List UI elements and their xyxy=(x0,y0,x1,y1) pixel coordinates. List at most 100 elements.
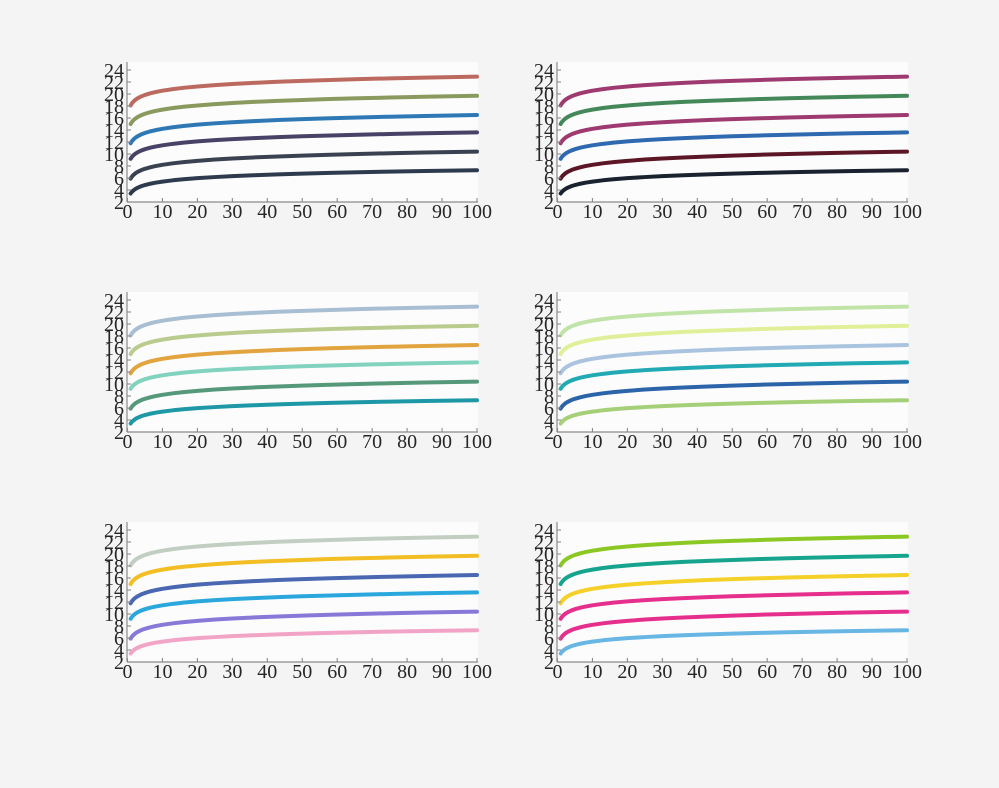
x-tick-label: 40 xyxy=(257,661,277,683)
x-tick-label: 20 xyxy=(187,431,207,453)
curve-line-6 xyxy=(558,398,909,426)
y-tick-label: 8 xyxy=(544,156,554,178)
curve-line-5 xyxy=(128,149,479,181)
x-tick-label: 70 xyxy=(362,661,382,683)
y-tick-label: 22 xyxy=(104,72,124,94)
subplot-top-left: 0 10 20 30 40 50 60 70 80 90 100 2 4 6 8 10 12 14 16 18 20 22… xyxy=(95,55,500,230)
y-tick-label: 8 xyxy=(114,616,124,638)
x-tick-label: 40 xyxy=(257,431,277,453)
x-tick-label: 60 xyxy=(327,661,347,683)
subplot-middle-right: 0 10 20 30 40 50 60 70 80 90 100 2 4 6 8 10 12 14 16 18 20 22… xyxy=(525,285,930,460)
y-tick-label: 2 xyxy=(114,422,124,444)
curve-line-3 xyxy=(558,573,909,606)
y-tick-label: 16 xyxy=(104,338,124,360)
x-tick-label: 50 xyxy=(722,661,742,683)
x-tick-label: 30 xyxy=(652,661,672,683)
curve-line-1 xyxy=(128,304,479,338)
line-chart-top-left: 0 10 20 30 40 50 60 70 80 90 100246810121416182022… xyxy=(104,60,492,223)
x-tick-label: 70 xyxy=(362,431,382,453)
y-tick-label: 24 xyxy=(534,290,554,312)
y-tick-label: 10 xyxy=(534,144,554,166)
y-tick-label: 20 xyxy=(534,84,554,106)
curve-line-1 xyxy=(128,534,479,568)
curve-line-2 xyxy=(558,93,909,127)
x-tick-label: 20 xyxy=(617,431,637,453)
y-tick-label: 2 xyxy=(114,192,124,214)
curve-line-3 xyxy=(128,573,479,606)
curve-line-3 xyxy=(128,113,479,146)
curve-line-3 xyxy=(128,343,479,376)
x-tick-label: 0 xyxy=(553,201,563,223)
y-tick-label: 10 xyxy=(104,374,124,396)
curve-line-3 xyxy=(558,343,909,376)
y-tick-label: 16 xyxy=(104,568,124,590)
curve-line-5 xyxy=(558,379,909,411)
y-tick-label: 24 xyxy=(104,60,124,82)
y-tick-label: 12 xyxy=(534,592,554,614)
y-tick-label: 22 xyxy=(534,532,554,554)
y-tick-label: 14 xyxy=(534,120,554,142)
x-tick-label: 10 xyxy=(582,431,602,453)
y-tick-label: 22 xyxy=(534,302,554,324)
curve-line-6 xyxy=(558,628,909,656)
x-tick-label: 90 xyxy=(432,431,452,453)
subplot-middle-left: 0 10 20 30 40 50 60 70 80 90 100 2 4 6 8 10 12 14 16 18 20 22… xyxy=(95,285,500,460)
y-tick-label: 22 xyxy=(534,72,554,94)
curve-line-4 xyxy=(558,130,909,161)
curve-line-2 xyxy=(128,93,479,127)
y-tick-label: 24 xyxy=(104,520,124,542)
x-tick-label: 50 xyxy=(722,201,742,223)
x-tick-label: 90 xyxy=(862,431,882,453)
y-tick-label: 10 xyxy=(534,604,554,626)
line-chart-top-right: 0 10 20 30 40 50 60 70 80 90 100246810121416182022… xyxy=(534,60,922,223)
y-tick-label: 6 xyxy=(544,398,554,420)
x-tick-label: 100 xyxy=(892,431,922,453)
x-tick-label: 100 xyxy=(462,661,492,683)
subplot-bottom-right: 0 10 20 30 40 50 60 70 80 90 100 2 4 6 8 10 12 14 16 18 20 22… xyxy=(525,515,930,690)
x-tick-label: 60 xyxy=(327,201,347,223)
x-tick-label: 0 xyxy=(123,201,133,223)
curve-line-2 xyxy=(558,553,909,587)
x-tick-label: 40 xyxy=(687,661,707,683)
y-tick-label: 16 xyxy=(534,338,554,360)
y-tick-label: 2 xyxy=(544,192,554,214)
curve-line-5 xyxy=(558,609,909,641)
curve-line-5 xyxy=(558,149,909,181)
y-tick-label: 6 xyxy=(114,168,124,190)
y-tick-label: 24 xyxy=(534,60,554,82)
x-tick-label: 80 xyxy=(397,661,417,683)
line-chart-bottom-right: 0 10 20 30 40 50 60 70 80 90 100246810121416182022… xyxy=(534,520,922,683)
y-tick-label: 18 xyxy=(104,326,124,348)
y-tick-label: 24 xyxy=(104,290,124,312)
x-tick-label: 50 xyxy=(292,201,312,223)
y-tick-label: 8 xyxy=(114,156,124,178)
y-tick-label: 18 xyxy=(534,556,554,578)
y-tick-label: 22 xyxy=(104,302,124,324)
x-tick-label: 0 xyxy=(553,661,563,683)
y-tick-label: 20 xyxy=(104,84,124,106)
y-tick-label: 14 xyxy=(104,120,124,142)
curve-line-3 xyxy=(558,113,909,146)
y-tick-label: 2 xyxy=(544,652,554,674)
y-tick-label: 8 xyxy=(544,616,554,638)
y-tick-label: 6 xyxy=(114,398,124,420)
curve-line-2 xyxy=(558,323,909,357)
x-tick-label: 0 xyxy=(123,661,133,683)
x-tick-label: 50 xyxy=(722,431,742,453)
y-tick-label: 8 xyxy=(544,386,554,408)
x-tick-label: 90 xyxy=(432,661,452,683)
y-tick-label: 20 xyxy=(534,544,554,566)
curve-line-5 xyxy=(128,609,479,641)
x-tick-label: 80 xyxy=(397,431,417,453)
x-tick-label: 30 xyxy=(652,201,672,223)
x-tick-label: 10 xyxy=(582,661,602,683)
x-tick-label: 90 xyxy=(862,661,882,683)
x-tick-label: 70 xyxy=(792,201,812,223)
x-tick-label: 60 xyxy=(757,431,777,453)
curve-line-1 xyxy=(558,304,909,338)
curve-line-4 xyxy=(128,590,479,621)
x-tick-label: 60 xyxy=(327,431,347,453)
x-tick-label: 100 xyxy=(892,201,922,223)
y-tick-label: 12 xyxy=(534,362,554,384)
